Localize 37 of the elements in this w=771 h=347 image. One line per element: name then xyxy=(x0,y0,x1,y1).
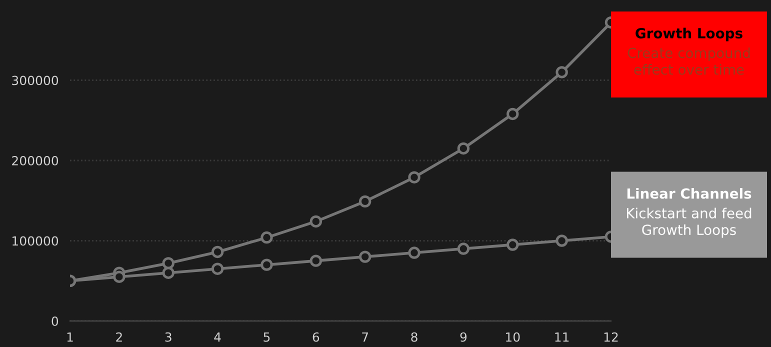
point xyxy=(408,246,420,259)
x-tick-label: 12 xyxy=(604,332,618,342)
x-tick-label: 6 xyxy=(312,332,320,342)
y-tick-label: 300000 xyxy=(12,76,58,86)
x-tick-label: 11 xyxy=(555,332,569,342)
y-tick-label: 0 xyxy=(52,316,58,326)
point xyxy=(260,258,273,271)
point xyxy=(211,262,224,275)
x-tick-label: 5 xyxy=(264,332,270,342)
annotation: Growth Loops Create compound effect over time xyxy=(628,28,750,75)
y-tick-label: 200000 xyxy=(12,156,58,166)
point xyxy=(408,171,420,184)
point xyxy=(358,250,372,263)
point xyxy=(211,246,224,258)
x-tick-label: 7 xyxy=(362,332,368,342)
point xyxy=(556,66,568,78)
y-tick-label: 100000 xyxy=(12,236,58,246)
point xyxy=(457,142,470,155)
point xyxy=(358,195,372,208)
x-tick-label: 2 xyxy=(116,332,122,342)
point xyxy=(556,234,568,247)
x-tick-label: 3 xyxy=(165,332,172,342)
x-tick-label: 8 xyxy=(411,332,418,342)
point xyxy=(162,266,174,279)
point xyxy=(310,254,322,267)
point xyxy=(113,270,126,283)
x-tick-label: 10 xyxy=(506,332,520,342)
point xyxy=(260,231,273,244)
annotation: Linear Channels Kickstart and feed Growth Loops xyxy=(626,188,752,238)
x-tick-label: 1 xyxy=(67,332,73,342)
point xyxy=(310,215,322,228)
point xyxy=(162,257,174,270)
point xyxy=(506,238,519,251)
point xyxy=(506,108,519,120)
x-tick-label: 4 xyxy=(214,332,221,342)
x-tick-label: 9 xyxy=(460,332,467,342)
point xyxy=(457,242,470,255)
